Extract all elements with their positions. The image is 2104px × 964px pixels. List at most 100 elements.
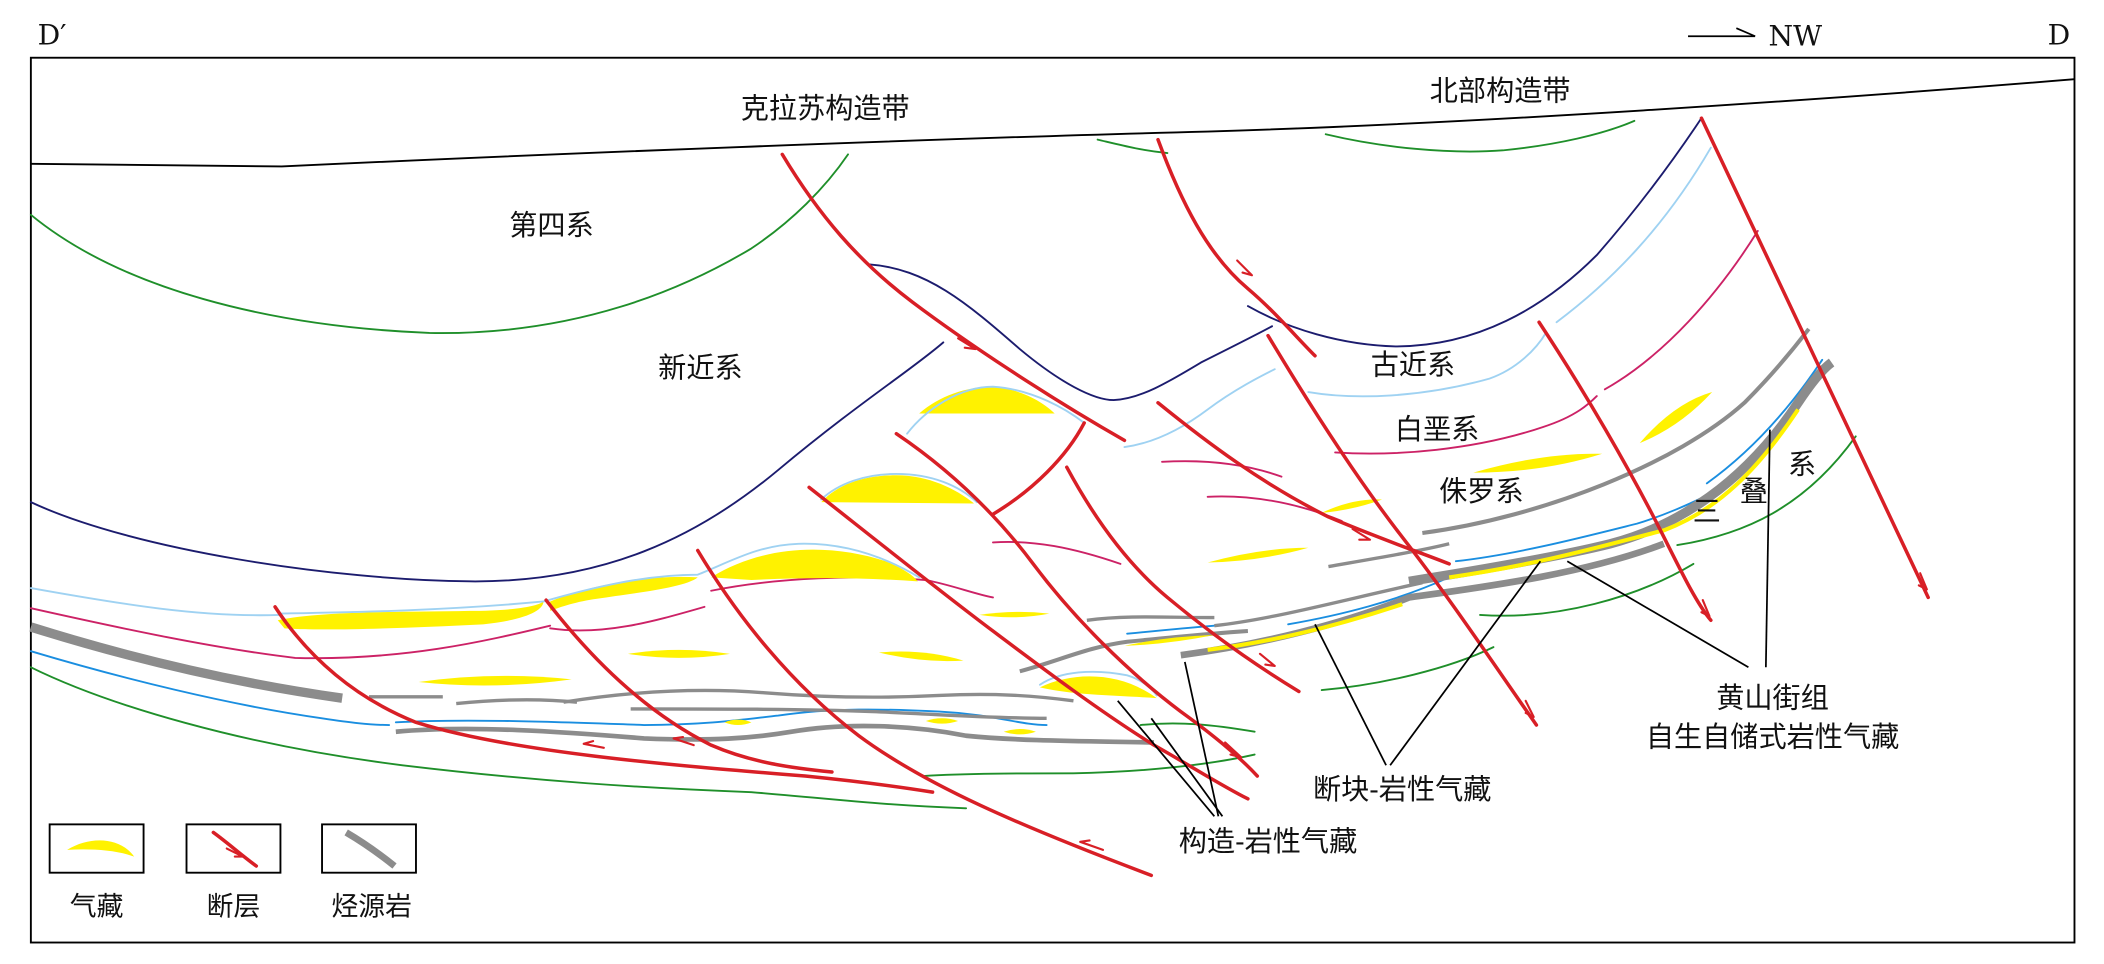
gas-reservoir xyxy=(979,611,1050,618)
leader-line xyxy=(1389,560,1542,766)
source-rock-layer xyxy=(1180,540,1666,659)
navy-horizon-line xyxy=(29,341,945,583)
source-rock-layer xyxy=(1086,615,1215,622)
source-rock-layer xyxy=(630,707,1047,720)
gas-reservoir xyxy=(1639,392,1713,444)
fault-line xyxy=(696,548,1154,878)
leader-lines xyxy=(1117,429,1771,817)
magenta-horizon-line xyxy=(549,605,706,632)
legend-box xyxy=(48,823,145,874)
fault-line xyxy=(1537,320,1713,623)
light-blue-horizon-line xyxy=(820,473,978,504)
strata-label-jurassic: 侏罗系 xyxy=(1439,475,1523,508)
blue-horizon-line xyxy=(1287,576,1451,626)
gas-reservoir xyxy=(550,576,698,611)
gas-reservoirs xyxy=(277,386,1713,735)
fault-slip-arrow-icon xyxy=(1917,572,1928,591)
leader-line xyxy=(1566,560,1749,669)
magenta-horizon-line xyxy=(1161,460,1283,478)
strata-label-triassic-char: 三 xyxy=(1693,495,1721,528)
legend-item-source-rock: 烃源岩 xyxy=(321,823,417,923)
gas-reservoir xyxy=(1003,729,1036,735)
legend-label: 烃源岩 xyxy=(331,892,411,923)
navy-horizon-line xyxy=(1246,117,1703,348)
fault-line xyxy=(807,485,1250,801)
direction-arrow-head xyxy=(1735,27,1756,38)
annotation-structural-reservoir: 构造-岩性气藏 xyxy=(1179,825,1358,858)
gas-reservoir xyxy=(1207,547,1309,563)
light-blue-horizon-line xyxy=(1123,368,1276,449)
leader-line xyxy=(1117,700,1216,817)
blue-horizon-line xyxy=(1126,624,1216,635)
legend-item-gas-reservoir: 气藏 xyxy=(48,823,145,923)
light-blue-horizon-lines xyxy=(29,146,1712,697)
magenta-horizon-line xyxy=(1603,229,1759,391)
strata-label-neogene: 新近系 xyxy=(658,351,742,384)
fault-slip-arrow-icon xyxy=(1351,527,1372,541)
fault-line xyxy=(1156,137,1317,358)
navy-horizon-line xyxy=(868,263,1274,402)
source-rock-layer xyxy=(1214,581,1423,628)
source-rock-layers xyxy=(29,327,1835,745)
legend-item-fault: 断层 xyxy=(185,823,282,923)
gas-reservoir xyxy=(821,475,975,504)
gas-reservoir xyxy=(1473,453,1603,473)
green-horizon-line xyxy=(1676,435,1857,547)
gas-reservoir xyxy=(277,601,544,630)
green-horizon-line xyxy=(922,753,1256,777)
fault-line xyxy=(894,431,1260,778)
leader-line xyxy=(1183,661,1220,817)
direction-label: NW xyxy=(1769,20,1823,53)
fault-line xyxy=(1266,333,1539,727)
fault-slip-arrow-icon xyxy=(1524,699,1535,719)
magenta-horizon-line xyxy=(1206,495,1343,522)
strata-label-triassic-char: 叠 xyxy=(1740,475,1768,508)
magenta-horizon-line xyxy=(710,576,994,599)
blue-horizon-line xyxy=(1705,358,1824,485)
legend-label: 气藏 xyxy=(70,892,124,923)
fault-slip-arrow-icon xyxy=(582,740,605,749)
fault-slip-arrow-icon xyxy=(1224,741,1243,759)
gas-reservoir xyxy=(1321,499,1383,513)
source-rock-layer xyxy=(29,622,343,703)
annotation-huangshanjie-formation: 黄山街组 xyxy=(1716,682,1829,715)
section-left-end-label: D′ xyxy=(38,18,67,51)
fault-icon-arrow xyxy=(225,847,244,858)
blue-horizon-line xyxy=(394,708,1048,726)
zone-label-kelasu: 克拉苏构造带 xyxy=(741,92,910,125)
fault-slip-arrow-icon xyxy=(1258,652,1276,668)
annotation-fault-block-reservoir: 断块-岩性气藏 xyxy=(1313,773,1492,806)
strata-label-quaternary: 第四系 xyxy=(509,209,593,242)
fault-slip-arrow-icon xyxy=(1079,839,1105,851)
blue-horizon-line xyxy=(1454,495,1706,563)
fault-slip-arrow-icon xyxy=(1236,259,1254,277)
source-rock-layer xyxy=(563,688,1074,704)
green-horizon-line xyxy=(29,666,968,810)
gas-reservoir xyxy=(627,649,730,658)
magenta-horizon-line xyxy=(992,541,1122,565)
legend-box xyxy=(185,823,282,874)
fault-slip-arrow-icon xyxy=(1700,599,1711,618)
legend-box xyxy=(321,823,417,874)
gas-reservoir xyxy=(919,386,1055,414)
magenta-horizon-line xyxy=(1334,395,1598,455)
source-rock-layer xyxy=(456,698,578,706)
fault-lines xyxy=(273,116,1930,878)
source-rock-layer xyxy=(395,723,1155,745)
fault-line xyxy=(273,605,935,794)
green-horizon-line xyxy=(1324,119,1636,153)
legend: 气藏 断层 烃源岩 xyxy=(48,823,417,923)
section-frame xyxy=(29,56,2076,944)
fault-line xyxy=(780,152,1127,443)
gas-reservoir xyxy=(418,675,572,686)
fault-icon xyxy=(211,830,259,868)
strata-label-paleogene: 古近系 xyxy=(1371,349,1455,382)
fault-icon-line xyxy=(211,830,259,868)
fault-line xyxy=(1156,401,1451,566)
gas-reservoir-icon xyxy=(67,840,135,857)
source-rock-icon xyxy=(344,829,397,869)
gas-reservoir-stripe xyxy=(1448,408,1800,580)
fault-line xyxy=(1699,116,1930,600)
green-horizon-lines xyxy=(29,119,1857,810)
source-rock-layer xyxy=(1422,327,1811,536)
